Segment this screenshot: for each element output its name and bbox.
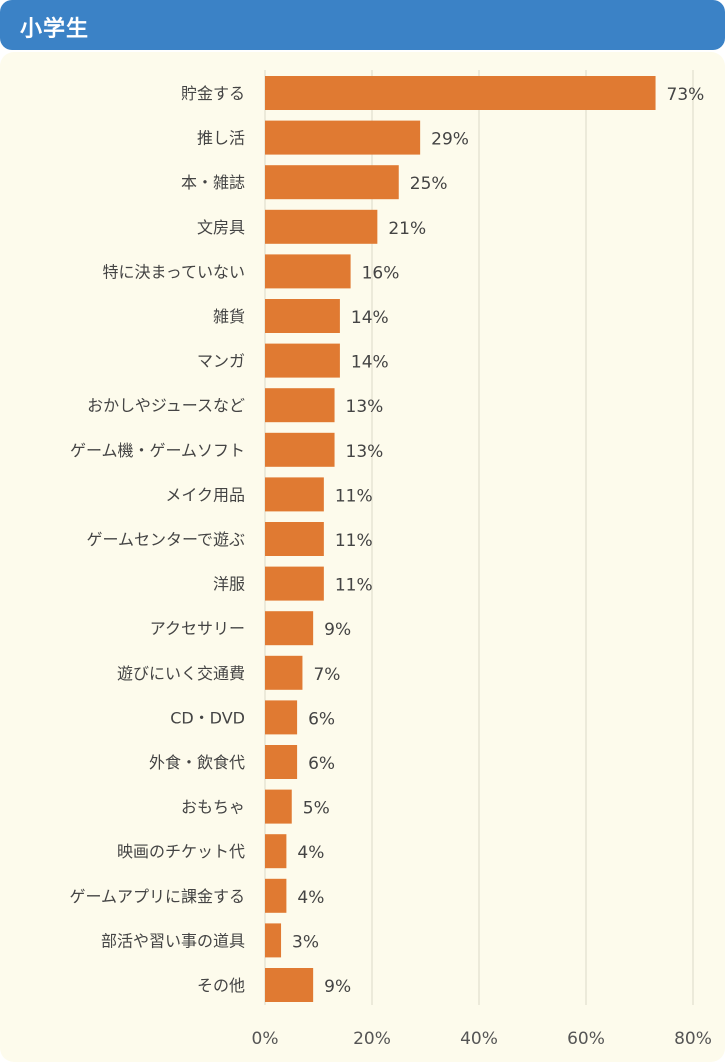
value-label: 4% bbox=[297, 888, 324, 908]
bar bbox=[265, 299, 340, 333]
x-tick-label: 80% bbox=[674, 1029, 712, 1049]
bar bbox=[265, 968, 314, 1002]
value-label: 3% bbox=[292, 932, 319, 952]
category-label: 推し活 bbox=[197, 129, 245, 148]
category-label: 本・雑誌 bbox=[181, 173, 245, 192]
value-label: 21% bbox=[388, 219, 426, 239]
value-label: 11% bbox=[335, 531, 373, 551]
category-label: 文房具 bbox=[197, 218, 245, 237]
bar bbox=[265, 522, 324, 556]
bar bbox=[265, 254, 351, 289]
value-label: 13% bbox=[346, 442, 384, 462]
category-label: 洋服 bbox=[213, 575, 245, 594]
category-label: アクセサリー bbox=[150, 619, 245, 638]
value-label: 16% bbox=[362, 263, 400, 283]
category-label: 雑貨 bbox=[213, 307, 245, 326]
bar bbox=[265, 789, 292, 824]
bar bbox=[265, 120, 421, 155]
value-label: 14% bbox=[351, 353, 389, 373]
category-label: 遊びにいく交通費 bbox=[117, 664, 245, 683]
category-label: CD・DVD bbox=[170, 708, 245, 727]
bar bbox=[265, 388, 335, 423]
value-label: 9% bbox=[324, 977, 351, 997]
value-label: 7% bbox=[313, 665, 340, 685]
bar bbox=[265, 878, 287, 913]
value-label: 11% bbox=[335, 576, 373, 596]
value-label: 14% bbox=[351, 308, 389, 328]
value-label: 9% bbox=[324, 620, 351, 640]
category-label: おもちゃ bbox=[181, 798, 245, 817]
header-bar: 小学生 bbox=[0, 0, 725, 50]
x-tick-label: 60% bbox=[567, 1029, 605, 1049]
value-label: 29% bbox=[431, 130, 469, 150]
value-label: 11% bbox=[335, 486, 373, 506]
value-label: 4% bbox=[297, 843, 324, 863]
category-label: 部活や習い事の道具 bbox=[101, 931, 245, 950]
bar bbox=[265, 923, 282, 958]
category-label: ゲームアプリに課金する bbox=[69, 887, 245, 906]
x-tick-label: 40% bbox=[460, 1029, 498, 1049]
x-tick-label: 20% bbox=[353, 1029, 391, 1049]
bar bbox=[265, 745, 298, 779]
value-label: 6% bbox=[308, 709, 335, 729]
category-label: マンガ bbox=[197, 352, 245, 371]
bar bbox=[265, 834, 287, 869]
value-label: 6% bbox=[308, 754, 335, 774]
value-label: 13% bbox=[346, 397, 384, 417]
x-tick-label: 0% bbox=[252, 1029, 279, 1049]
bar bbox=[265, 566, 324, 601]
bar bbox=[265, 343, 340, 378]
category-label: 特に決まっていない bbox=[102, 262, 245, 281]
category-label: ゲーム機・ゲームソフト bbox=[70, 441, 245, 460]
bar bbox=[265, 700, 298, 735]
category-label: メイク用品 bbox=[165, 485, 245, 504]
category-label: その他 bbox=[197, 976, 245, 995]
header-title: 小学生 bbox=[20, 17, 90, 42]
category-label: おかしやジュースなど bbox=[87, 396, 245, 415]
value-label: 5% bbox=[303, 799, 330, 819]
bar bbox=[265, 655, 303, 690]
category-label: 外食・飲食代 bbox=[149, 753, 245, 772]
bar bbox=[265, 477, 324, 512]
bar bbox=[265, 209, 378, 244]
value-label: 73% bbox=[667, 85, 705, 105]
bar bbox=[265, 611, 314, 646]
bar bbox=[265, 76, 656, 110]
bar bbox=[265, 432, 335, 467]
category-label: ゲームセンターで遊ぶ bbox=[86, 530, 245, 549]
category-label: 映画のチケット代 bbox=[117, 842, 245, 861]
value-label: 25% bbox=[410, 174, 448, 194]
bar bbox=[265, 165, 399, 200]
category-label: 貯金する bbox=[181, 84, 245, 103]
